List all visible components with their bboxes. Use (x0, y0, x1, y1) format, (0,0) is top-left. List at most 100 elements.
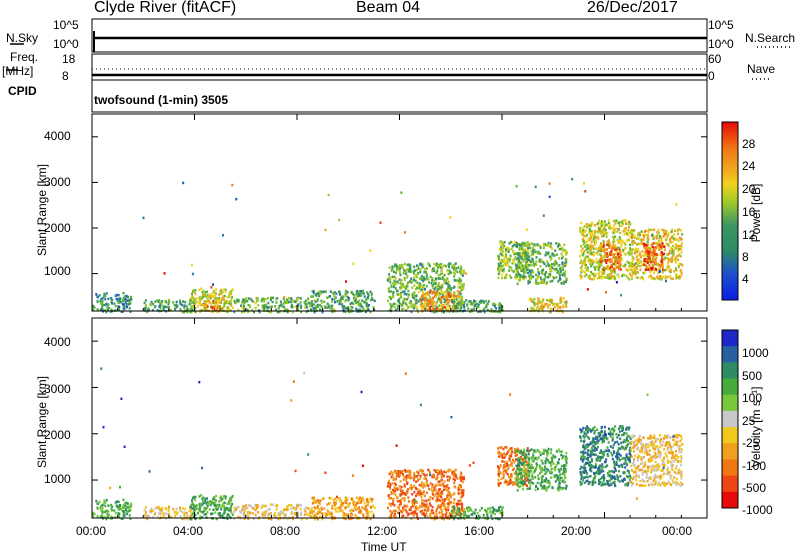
data-point (680, 250, 683, 254)
data-point (550, 467, 553, 471)
data-point (424, 278, 427, 281)
data-point (523, 253, 526, 256)
data-point (425, 477, 427, 480)
data-point (498, 452, 501, 455)
data-point (153, 306, 156, 309)
data-point (455, 268, 458, 272)
data-point (192, 289, 195, 292)
data-point (118, 305, 121, 309)
data-point (193, 508, 195, 511)
data-point (119, 504, 121, 507)
data-point (498, 270, 501, 274)
data-point (630, 232, 633, 236)
data-point (615, 246, 617, 250)
data-point (462, 285, 465, 288)
data-point (636, 254, 639, 257)
data-point (449, 476, 451, 480)
data-point (212, 295, 215, 298)
data-point (216, 306, 219, 309)
data-point (419, 469, 422, 472)
data-point (284, 514, 287, 518)
data-point (564, 251, 567, 254)
data-point (194, 513, 197, 517)
data-point (604, 224, 606, 228)
data-point (611, 235, 614, 239)
data-point (264, 511, 267, 514)
data-point (399, 498, 402, 502)
data-point (350, 497, 353, 500)
data-point (584, 256, 587, 259)
data-point (261, 513, 264, 516)
data-point (581, 227, 584, 230)
data-point (457, 285, 460, 288)
data-point (462, 509, 464, 512)
data-point (622, 240, 625, 243)
data-point (636, 233, 639, 237)
data-point (314, 306, 317, 310)
data-point (524, 467, 527, 471)
data-point (218, 305, 221, 308)
data-point (316, 504, 319, 508)
data-point (677, 239, 680, 242)
data-point (603, 250, 606, 253)
data-point (212, 290, 215, 293)
data-point (143, 307, 146, 310)
data-point (349, 302, 352, 305)
data-point (469, 310, 472, 313)
data-point (514, 256, 517, 259)
data-point (651, 264, 654, 267)
data-point (558, 264, 561, 267)
data-point (437, 299, 440, 302)
data-point (350, 290, 353, 294)
data-point (355, 292, 358, 295)
data-point (665, 238, 668, 241)
data-point (391, 471, 394, 475)
data-point (674, 242, 677, 246)
data-point (674, 261, 677, 264)
data-point (674, 246, 676, 250)
data-point (356, 289, 359, 293)
data-point (591, 244, 594, 248)
data-point (476, 302, 478, 306)
data-point (594, 241, 597, 245)
data-point (607, 267, 610, 271)
data-point (588, 259, 591, 262)
data-point (123, 305, 126, 308)
data-point (623, 219, 626, 222)
data-point (591, 232, 594, 235)
data-point (608, 239, 610, 242)
data-point (257, 304, 260, 307)
data-point (537, 268, 539, 271)
data-point (526, 268, 529, 272)
data-point (312, 510, 315, 513)
data-point (214, 511, 217, 514)
data-point (440, 511, 443, 514)
data-point (431, 485, 434, 489)
data-point (102, 510, 105, 514)
data-point (214, 301, 217, 304)
data-point (587, 224, 590, 227)
data-point (515, 258, 518, 261)
data-point (150, 300, 153, 304)
data-point (254, 508, 257, 512)
data-point (323, 300, 326, 303)
data-point (544, 465, 546, 468)
data-point (249, 504, 252, 508)
data-point (580, 265, 583, 268)
data-point (393, 265, 396, 268)
data-point (220, 508, 223, 511)
data-point (502, 242, 504, 245)
data-point (612, 245, 615, 248)
data-point (201, 296, 204, 299)
data-point (264, 504, 267, 508)
data-point (497, 468, 500, 472)
data-point (550, 268, 553, 271)
data-point (556, 303, 559, 306)
data-point (245, 507, 248, 510)
data-point (364, 310, 367, 314)
data-point (358, 506, 361, 509)
data-point (523, 455, 526, 458)
data-point (315, 499, 318, 502)
data-point (458, 487, 461, 490)
data-point (264, 298, 267, 301)
